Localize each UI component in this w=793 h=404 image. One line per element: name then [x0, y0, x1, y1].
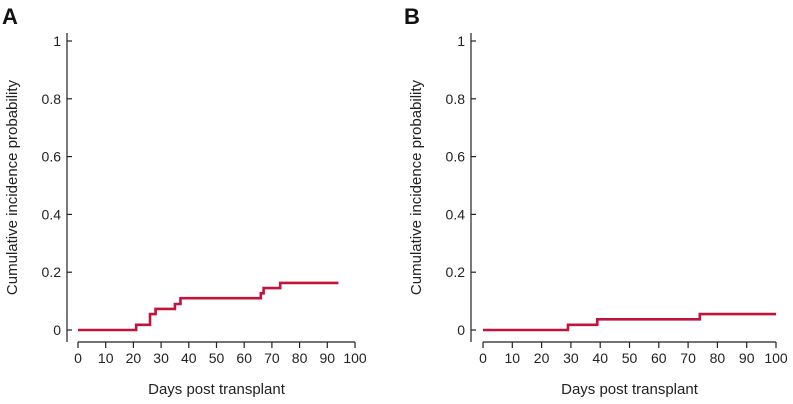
incidence-curve [78, 281, 339, 332]
x-tick-label: 20 [534, 350, 550, 366]
y-axis-label: Cumulative incidence probability [408, 79, 425, 295]
y-tick-label: 0.8 [42, 91, 62, 107]
x-tick-label: 30 [153, 350, 169, 366]
x-tick-label: 80 [292, 350, 308, 366]
y-tick-label: 0 [53, 322, 61, 338]
y-tick-label: 0.2 [446, 264, 466, 280]
y-tick-label: 0.6 [446, 149, 466, 165]
x-tick-label: 50 [622, 350, 638, 366]
x-tick-label: 50 [209, 350, 225, 366]
y-tick-label: 0.4 [42, 206, 62, 222]
x-tick-label: 70 [680, 350, 696, 366]
x-tick-label: 0 [74, 350, 82, 366]
y-tick-label: 0.2 [42, 264, 62, 280]
y-tick-label: 0.8 [446, 91, 466, 107]
x-tick-label: 40 [592, 350, 608, 366]
x-tick-label: 100 [343, 350, 367, 366]
x-tick-label: 40 [181, 350, 197, 366]
x-tick-label: 60 [651, 350, 667, 366]
x-tick-label: 100 [764, 350, 788, 366]
x-tick-label: 70 [264, 350, 280, 366]
panel-a: A00.20.40.60.810 10 20 30 40 50 60 70 80 90 100Day… [2, 4, 367, 398]
y-tick-label: 1 [457, 33, 465, 49]
panel-b: B00.20.40.60.810 10 20 30 40 50 60 70 80 90 100Day… [404, 4, 788, 398]
x-tick-label: 10 [98, 350, 114, 366]
panel-letter: A [2, 4, 18, 29]
x-axis-label: Days post transplant [561, 381, 699, 398]
x-tick-label: 90 [320, 350, 336, 366]
x-tick-label: 90 [739, 350, 755, 366]
x-tick-label: 20 [126, 350, 142, 366]
x-tick-label: 80 [710, 350, 726, 366]
y-tick-label: 0.6 [42, 149, 62, 165]
x-tick-label: 60 [236, 350, 252, 366]
x-tick-label: 0 [479, 350, 487, 366]
y-tick-label: 1 [53, 33, 61, 49]
panel-letter: B [404, 4, 420, 29]
x-tick-label: 10 [505, 350, 521, 366]
y-tick-label: 0.4 [446, 206, 466, 222]
x-tick-label: 30 [563, 350, 579, 366]
y-tick-label: 0 [457, 322, 465, 338]
incidence-curve [483, 312, 776, 332]
x-axis-label: Days post transplant [148, 381, 286, 398]
y-axis-label: Cumulative incidence probability [4, 79, 21, 295]
